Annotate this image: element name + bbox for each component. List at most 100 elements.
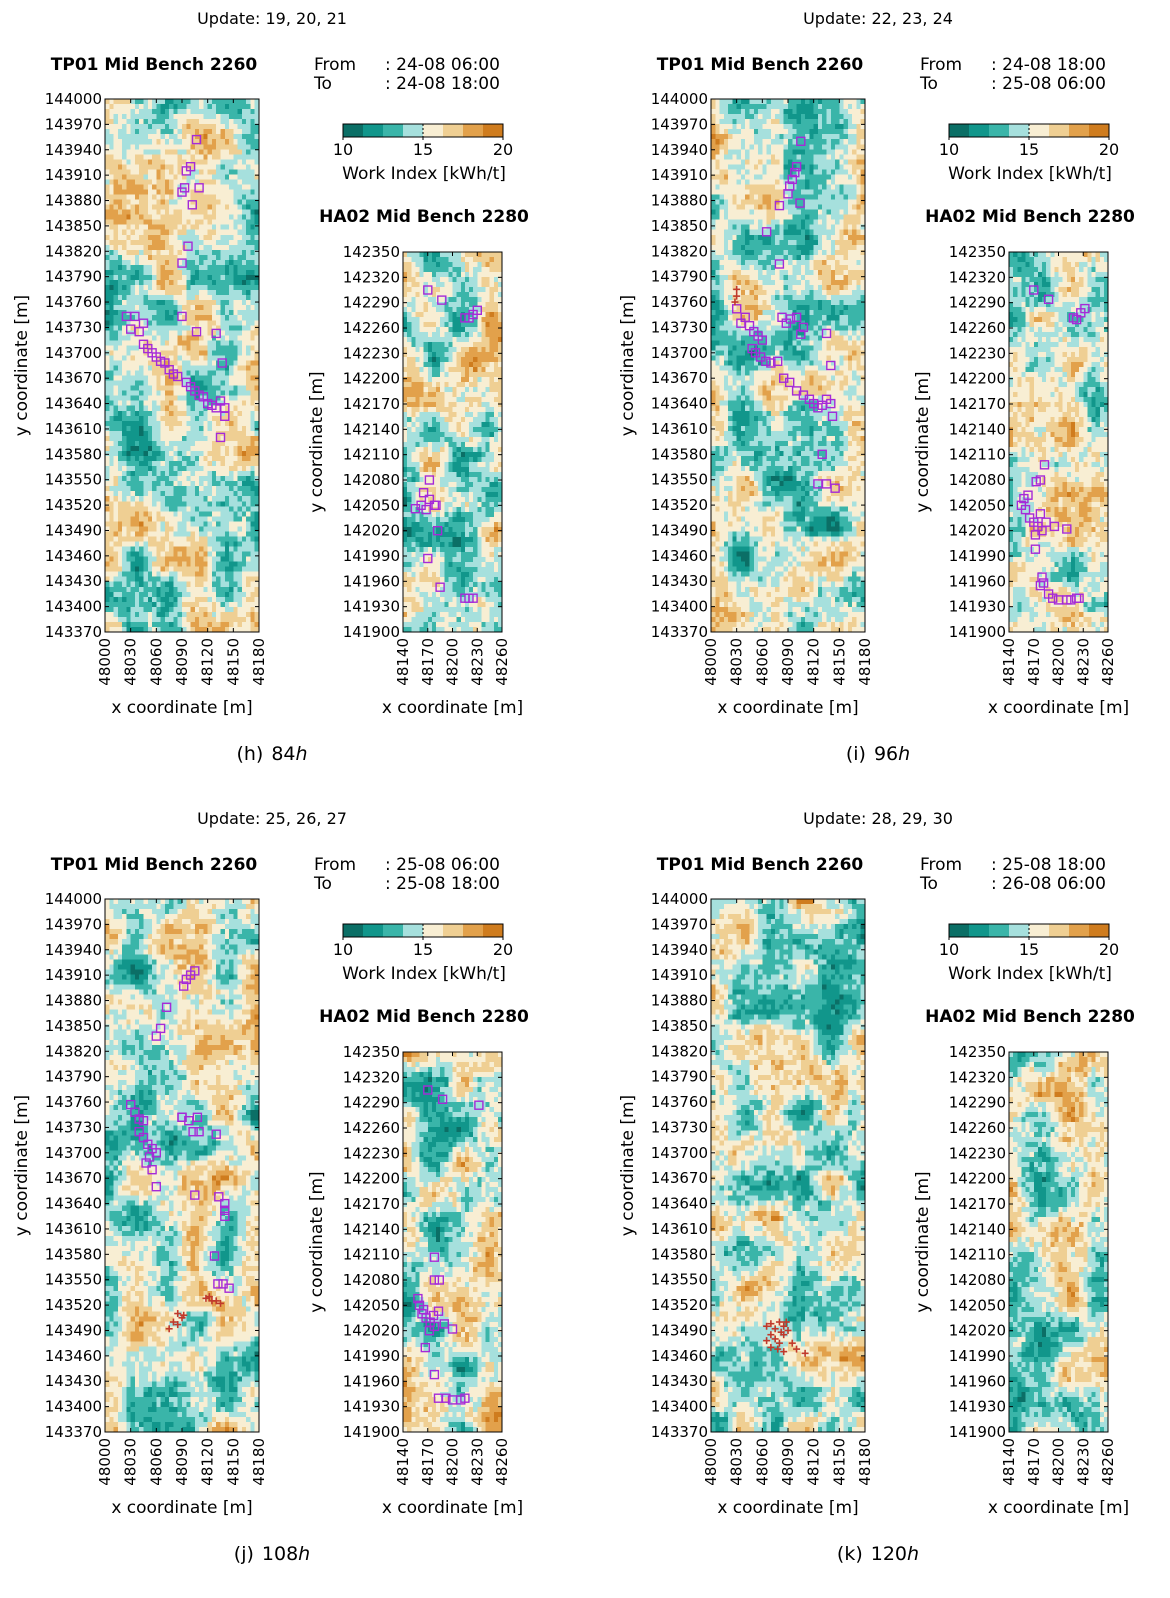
heatmap-cell xyxy=(208,260,213,266)
heatmap-cell xyxy=(131,260,136,266)
heatmap-cell xyxy=(165,335,170,341)
heatmap-cell xyxy=(118,366,123,372)
heatmap-cell xyxy=(156,340,161,346)
heatmap-cell xyxy=(186,305,191,311)
heatmap-cell xyxy=(208,290,213,296)
heatmap-cell xyxy=(199,144,204,150)
heatmap-cell xyxy=(182,119,187,125)
heatmap-cell xyxy=(225,205,230,211)
heatmap-cell xyxy=(135,144,140,150)
heatmap-cell xyxy=(178,396,183,402)
heatmap-cell xyxy=(250,119,255,125)
heatmap-cell xyxy=(122,255,127,261)
heatmap-cell xyxy=(114,169,119,175)
heatmap-cell xyxy=(242,270,247,276)
heatmap-cell xyxy=(156,164,161,170)
heatmap xyxy=(105,99,260,633)
heatmap-cell xyxy=(225,300,230,306)
heatmap-cell xyxy=(195,119,200,125)
heatmap-cell xyxy=(165,300,170,306)
heatmap-cell xyxy=(148,205,153,211)
heatmap-cell xyxy=(135,285,140,291)
heatmap-cell xyxy=(195,129,200,135)
heatmap-cell xyxy=(186,235,191,241)
heatmap-cell xyxy=(212,366,217,372)
heatmap-cell xyxy=(118,200,123,206)
heatmap-cell xyxy=(242,139,247,145)
heatmap-cell xyxy=(212,139,217,145)
heatmap-cell xyxy=(152,240,157,246)
heatmap-cell xyxy=(118,290,123,296)
heatmap-cell xyxy=(169,210,174,216)
heatmap-cell xyxy=(191,144,196,150)
heatmap-cell xyxy=(178,345,183,351)
heatmap-cell xyxy=(122,300,127,306)
heatmap-cell xyxy=(131,205,136,211)
heatmap-cell xyxy=(216,195,221,201)
heatmap-cell xyxy=(109,371,114,377)
heatmap-cell xyxy=(114,139,119,145)
heatmap-cell xyxy=(191,255,196,261)
heatmap-cell xyxy=(109,250,114,256)
heatmap-cell xyxy=(199,114,204,120)
heatmap-cell xyxy=(169,250,174,256)
colorbar-tick-label: 15 xyxy=(413,140,433,159)
heatmap-cell xyxy=(114,210,119,216)
heatmap-cell xyxy=(221,144,226,150)
heatmap-cell xyxy=(139,235,144,241)
heatmap-cell xyxy=(114,391,119,397)
heatmap-cell xyxy=(186,210,191,216)
heatmap-cell xyxy=(216,104,221,110)
heatmap-cell xyxy=(122,124,127,130)
heatmap-cell xyxy=(246,345,251,351)
heatmap-cell xyxy=(250,225,255,231)
heatmap-cell xyxy=(131,255,136,261)
heatmap-cell xyxy=(186,335,191,341)
heatmap-cell xyxy=(148,310,153,316)
heatmap-cell xyxy=(169,200,174,206)
heatmap-cell xyxy=(139,190,144,196)
heatmap-cell xyxy=(246,360,251,366)
heatmap-cell xyxy=(105,360,110,366)
heatmap-cell xyxy=(250,250,255,256)
heatmap-cell xyxy=(199,230,204,236)
heatmap-cell xyxy=(216,200,221,206)
heatmap-cell xyxy=(148,320,153,326)
heatmap-cell xyxy=(139,366,144,372)
heatmap-cell xyxy=(216,139,221,145)
heatmap-cell xyxy=(199,381,204,387)
heatmap-cell xyxy=(208,184,213,190)
heatmap-cell xyxy=(169,315,174,321)
heatmap-cell xyxy=(233,200,238,206)
heatmap-cell xyxy=(182,215,187,221)
heatmap-cell xyxy=(173,144,178,150)
heatmap-cell xyxy=(152,235,157,241)
heatmap-cell xyxy=(186,104,191,110)
heatmap-cell xyxy=(199,159,204,165)
heatmap-cell xyxy=(208,255,213,261)
heatmap-cell xyxy=(109,305,114,311)
heatmap-cell xyxy=(148,325,153,331)
heatmap-cell xyxy=(195,154,200,160)
heatmap-cell xyxy=(148,250,153,256)
heatmap-cell xyxy=(195,411,200,417)
heatmap-cell xyxy=(221,114,226,120)
heatmap-cell xyxy=(161,159,166,165)
heatmap-cell xyxy=(216,255,221,261)
heatmap-cell xyxy=(122,99,127,105)
heatmap-cell xyxy=(229,255,234,261)
heatmap-cell xyxy=(246,386,251,392)
heatmap-cell xyxy=(122,174,127,180)
heatmap-cell xyxy=(229,310,234,316)
heatmap-cell xyxy=(161,129,166,135)
heatmap-cell xyxy=(165,235,170,241)
heatmap-cell xyxy=(173,179,178,185)
heatmap-cell xyxy=(229,406,234,412)
heatmap-cell xyxy=(203,376,208,382)
heatmap-cell xyxy=(169,285,174,291)
heatmap-cell xyxy=(156,300,161,306)
heatmap-cell xyxy=(114,305,119,311)
heatmap-cell xyxy=(242,220,247,226)
heatmap-cell xyxy=(135,114,140,120)
heatmap-cell xyxy=(208,391,213,397)
